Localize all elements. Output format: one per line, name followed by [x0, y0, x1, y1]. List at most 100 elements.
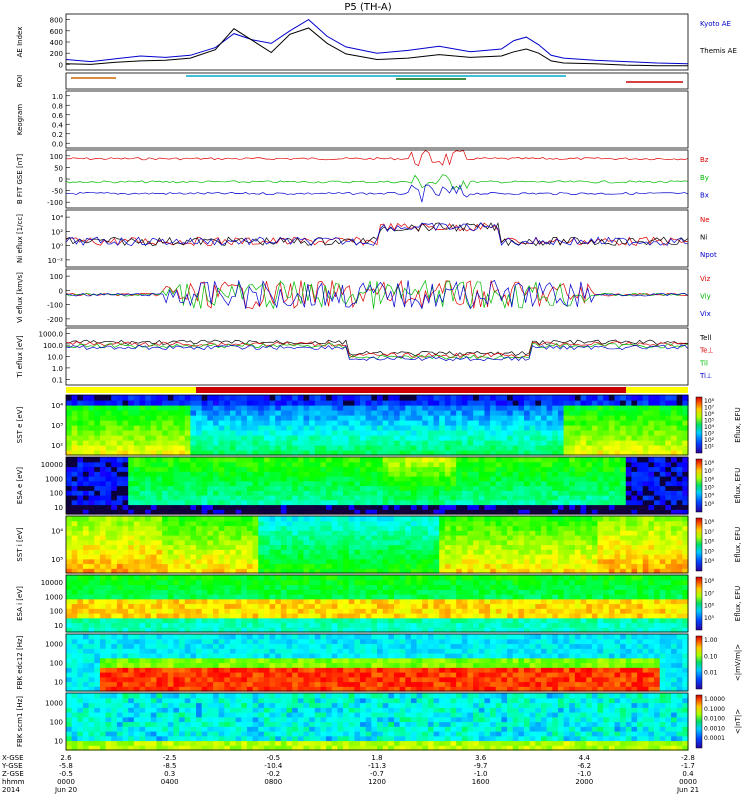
panel-ae: AE Index 0 200 400 600 800 Kyoto AE Themis AE — [16, 13, 737, 71]
xtick-label: -1.7 — [681, 762, 695, 770]
ylabel-ni: Ni eflux [1/cc] — [16, 214, 24, 263]
cbar-tick: 10⁷ — [704, 529, 715, 536]
cbar-tick: 0.0010 — [704, 725, 725, 732]
ytick: 100 — [50, 153, 63, 161]
legend-vi-0: Viz — [700, 275, 711, 283]
ytick: 0 — [59, 176, 63, 184]
colorbar-sst_i — [695, 517, 703, 572]
panel-esa_i: ESA i [eV] 10 100 1000 10000 10⁸ 10⁷ 10⁶ 10⁵ Eflu… — [16, 574, 742, 633]
ytick: 600 — [50, 28, 63, 36]
cbar-label-esa_i: Eflux, EFU — [734, 586, 742, 621]
ytick: 10 — [54, 679, 63, 687]
xrow-label: hhmm — [2, 778, 25, 786]
cbar-tick: 1.00 — [704, 637, 718, 644]
ytick: 1000 — [45, 593, 63, 601]
ytick: 10⁴ — [51, 402, 63, 410]
xtick-label: Jun 21 — [676, 786, 699, 794]
ytick: 10⁵ — [51, 556, 63, 564]
xtick-label: 0000 — [679, 778, 697, 786]
xtick-label: 3.6 — [475, 754, 487, 762]
ylabel-sst_i: SST i [eV] — [16, 527, 24, 561]
xtick-label: -0.5 — [59, 770, 73, 778]
xtick-label: 2.6 — [60, 754, 72, 762]
panel-sst_e: SST e [eV]10²10³10⁴10⁸10⁷10⁶10⁵10⁴10³10²… — [16, 394, 742, 456]
xtick-label: Jun 20 — [54, 786, 77, 794]
cbar-tick: 10⁵ — [704, 418, 715, 425]
xrow-label: Y-GSE — [1, 762, 23, 770]
legend-bfit-2: Bx — [700, 192, 709, 200]
cbar-label-sst_i: Eflux, EFU — [734, 527, 742, 562]
xtick-label: -0.5 — [266, 754, 280, 762]
ytick: 0 — [59, 287, 63, 295]
xtick-label: -2.8 — [681, 754, 695, 762]
ylabel-roi: ROI — [16, 75, 24, 87]
cbar-tick: 10¹ — [704, 444, 715, 451]
xtick-label: 1.8 — [371, 754, 382, 762]
cbar-tick: 10⁴ — [704, 558, 715, 565]
panel-kgm: Keogram 0.00.2 0.40.6 0.81.0 — [16, 90, 689, 149]
cbar-label-fbk_e: <|mV/m|> — [734, 644, 742, 681]
xtick-label: 4.4 — [579, 754, 591, 762]
x-axis-labels: X-GSEY-GSEZ-GSEhhmm20142.6-5.8-0.50000Ju… — [1, 754, 699, 794]
ytick: 0.0 — [52, 140, 63, 148]
xtick-label: 0000 — [57, 778, 75, 786]
ylabel-ti: Ti eflux [eV] — [16, 335, 24, 379]
panel-fbk_s: FBK scm1 [Hz] 10 100 1000 1.0000 0.1000 0.0100… — [16, 692, 742, 751]
cbar-tick: 10⁵ — [704, 615, 715, 622]
panel-roi: ROI — [16, 72, 689, 90]
cbar-tick: 10³ — [704, 501, 715, 508]
series-kyoto-ae — [65, 18, 689, 65]
colorbar-sst_e — [695, 396, 703, 454]
ylabel-fbk_e: FBK edc12 [Hz] — [16, 635, 24, 689]
xtick-label: -0.2 — [266, 770, 280, 778]
legend-ti-3: Ti⊥ — [699, 372, 712, 380]
ylabel-sst_e: SST e [eV] — [16, 406, 24, 443]
colorbar-esa_e — [695, 458, 703, 513]
cbar-tick: 10⁸ — [704, 578, 715, 585]
xtick-label: 1600 — [472, 778, 490, 786]
xtick-label: 0.3 — [164, 770, 175, 778]
cbar-tick: 10⁶ — [704, 539, 715, 546]
panels: AE Index 0 200 400 600 800 Kyoto AE Themis AE RO… — [16, 13, 742, 751]
ytick: 10⁴ — [51, 214, 63, 222]
legend-ti-1: Te⊥ — [699, 347, 714, 355]
ytick: 10³ — [51, 422, 63, 430]
xtick-label: 1200 — [368, 778, 386, 786]
ytick: 100 — [50, 608, 63, 616]
cbar-tick: 10⁸ — [704, 460, 715, 467]
ylabel-ae: AE Index — [16, 27, 24, 58]
ytick: 10 — [54, 622, 63, 630]
xtick-label: 2000 — [575, 778, 593, 786]
ytick: 1.0 — [52, 365, 63, 373]
ylabel-fbk_s: FBK scm1 [Hz] — [16, 696, 24, 747]
ytick: 100 — [50, 719, 63, 727]
ytick: 0.2 — [52, 131, 63, 139]
cbar-tick: 0.10 — [704, 653, 718, 660]
ytick: 10⁻² — [48, 257, 64, 265]
cbar-tick: 10⁵ — [704, 548, 715, 555]
panel-ti: Ti eflux [eV] 0.1 1.0 10.0 100.0 1000.0 Tell Te… — [16, 327, 714, 386]
panel-vi: Vi eflux [km/s] -200 -100 0 100 Viz Viy Vix — [16, 268, 711, 327]
ytick: 0.6 — [52, 112, 64, 120]
panel-sst_i: SST i [eV] 10⁵ 10⁴ 10⁸ 10⁷ 10⁶ 10⁵ 10⁴ Eflux, EF… — [16, 515, 742, 574]
cbar-tick: 10⁷ — [704, 468, 715, 475]
panel-fbk_e: FBK edc12 [Hz] 10 100 1000 1.00 0.10 0.01 <|mV/… — [16, 633, 742, 692]
legend-ni-0: Ne — [700, 216, 710, 224]
ylabel-vi: Vi eflux [km/s] — [16, 272, 24, 323]
ytick: 10.0 — [47, 354, 63, 362]
legend-bfit-1: By — [700, 174, 709, 182]
ytick: 10² — [51, 228, 63, 236]
cbar-label-esa_e: Eflux, EFU — [734, 468, 742, 503]
panel-bfit: B FIT GSE [nT] -100 -50 0 50 100 Bz By Bx — [16, 149, 709, 209]
ytick: 1000.0 — [39, 331, 64, 339]
xtick-label: -6.2 — [577, 762, 591, 770]
cbar-tick: 10² — [704, 437, 715, 444]
cbar-tick: 0.1000 — [704, 706, 725, 713]
panel-ni: Ni eflux [1/cc] 10⁻² 10⁰ 10² 10⁴ Ne Ni Npot — [16, 209, 717, 268]
cbar-tick: 1.0000 — [704, 696, 725, 703]
cbar-tick: 0.0100 — [704, 716, 725, 723]
legend-ni-2: Npot — [700, 251, 717, 259]
cbar-label-fbk_s: <|nT|> — [734, 709, 742, 734]
cbar-tick: 10⁵ — [704, 485, 715, 492]
